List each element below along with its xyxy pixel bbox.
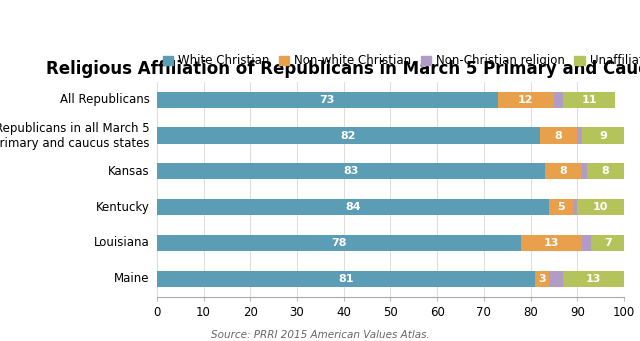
Text: 8: 8 (559, 166, 567, 176)
Bar (582, 128, 624, 144)
Text: 83: 83 (343, 166, 358, 176)
Bar (545, 163, 582, 179)
Text: 8: 8 (602, 166, 609, 176)
Text: 13: 13 (586, 274, 602, 284)
Text: 10: 10 (593, 202, 609, 212)
Text: 11: 11 (581, 95, 596, 105)
Text: 8: 8 (555, 131, 563, 140)
Bar (549, 271, 563, 287)
Bar (157, 199, 549, 215)
Bar (563, 271, 624, 287)
Bar (573, 199, 577, 215)
Text: 5: 5 (557, 202, 564, 212)
Bar (535, 271, 549, 287)
Text: 81: 81 (339, 274, 354, 284)
Bar (157, 235, 521, 251)
Bar (577, 199, 624, 215)
Bar (554, 92, 563, 108)
Bar (549, 199, 573, 215)
Text: 12: 12 (518, 95, 534, 105)
Legend: White Christian, Non-white Christian, Non-Christian religion, Unaffiliated: White Christian, Non-white Christian, No… (163, 54, 640, 67)
Bar (521, 235, 582, 251)
Text: 78: 78 (332, 238, 347, 248)
Text: 82: 82 (340, 131, 356, 140)
Text: 13: 13 (544, 238, 559, 248)
Bar (582, 163, 587, 179)
Bar (157, 92, 498, 108)
Text: 84: 84 (345, 202, 361, 212)
Text: 9: 9 (599, 131, 607, 140)
Text: 3: 3 (538, 274, 546, 284)
Bar (540, 128, 577, 144)
Bar (157, 128, 540, 144)
Title: Religious Affiliation of Republicans in March 5 Primary and Caucus States: Religious Affiliation of Republicans in … (45, 60, 640, 77)
Bar (563, 92, 614, 108)
Text: 73: 73 (319, 95, 335, 105)
Bar (498, 92, 554, 108)
Text: 7: 7 (604, 238, 612, 248)
Bar (157, 271, 535, 287)
Bar (582, 235, 591, 251)
Bar (587, 163, 624, 179)
Bar (591, 235, 624, 251)
Bar (157, 163, 545, 179)
Bar (577, 128, 582, 144)
Text: Source: PRRI 2015 American Values Atlas.: Source: PRRI 2015 American Values Atlas. (211, 330, 429, 340)
